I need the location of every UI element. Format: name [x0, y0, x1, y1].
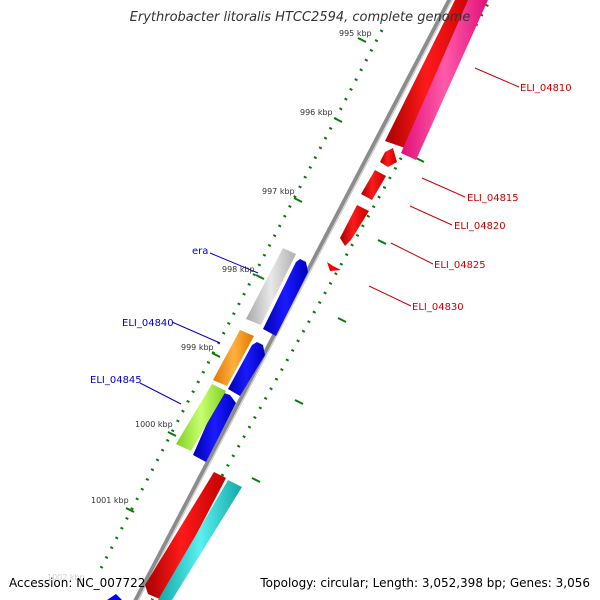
lime-feature	[176, 384, 226, 451]
gene-label-04840[interactable]: ELI_04840	[122, 318, 174, 329]
gene-label-04825[interactable]: ELI_04825	[434, 260, 486, 271]
leader-lines	[139, 67, 520, 405]
cds-forward-2	[380, 148, 397, 167]
pink-feature	[401, 0, 488, 160]
tick-label-995: 995 kbp	[339, 29, 372, 38]
cds-reverse-bottom	[107, 594, 122, 600]
grey-feature	[246, 248, 296, 325]
inner-dotted-ring	[98, 29, 384, 571]
cds-forward-4	[340, 205, 369, 246]
cds-reverse-era	[263, 259, 308, 336]
tick-label-1002: 1002 kbp	[47, 573, 85, 582]
gene-label-04820[interactable]: ELI_04820	[454, 221, 506, 232]
gene-label-04845[interactable]: ELI_04845	[90, 375, 142, 386]
gene-label-era[interactable]: era	[192, 246, 208, 257]
orange-feature	[213, 330, 254, 386]
cds-forward-5	[327, 262, 341, 271]
gene-label-04830[interactable]: ELI_04830	[412, 302, 464, 313]
tick-label-1001: 1001 kbp	[91, 496, 129, 505]
accession-text: Accession: NC_007722	[9, 576, 145, 590]
cyan-feature	[158, 480, 242, 600]
gene-label-04810[interactable]: ELI_04810	[520, 83, 572, 94]
tick-label-998: 998 kbp	[222, 265, 255, 274]
tick-label-996: 996 kbp	[300, 108, 333, 117]
genome-backbone-highlight	[137, 0, 453, 600]
gene-label-04815[interactable]: ELI_04815	[467, 193, 519, 204]
cds-reverse-04840	[228, 342, 265, 396]
topology-text: Topology: circular; Length: 3,052,398 bp…	[259, 576, 590, 590]
cds-forward-3	[361, 170, 386, 200]
tick-label-997: 997 kbp	[262, 187, 295, 196]
map-title: Erythrobacter litoralis HTCC2594, comple…	[130, 10, 471, 25]
tick-label-1000: 1000 kbp	[135, 420, 173, 429]
cds-reverse-04845	[193, 393, 236, 462]
cds-forward-6	[145, 472, 226, 600]
outer-major-ticks	[251, 157, 425, 483]
tick-label-999: 999 kbp	[181, 343, 214, 352]
inner-major-ticks	[125, 37, 367, 513]
